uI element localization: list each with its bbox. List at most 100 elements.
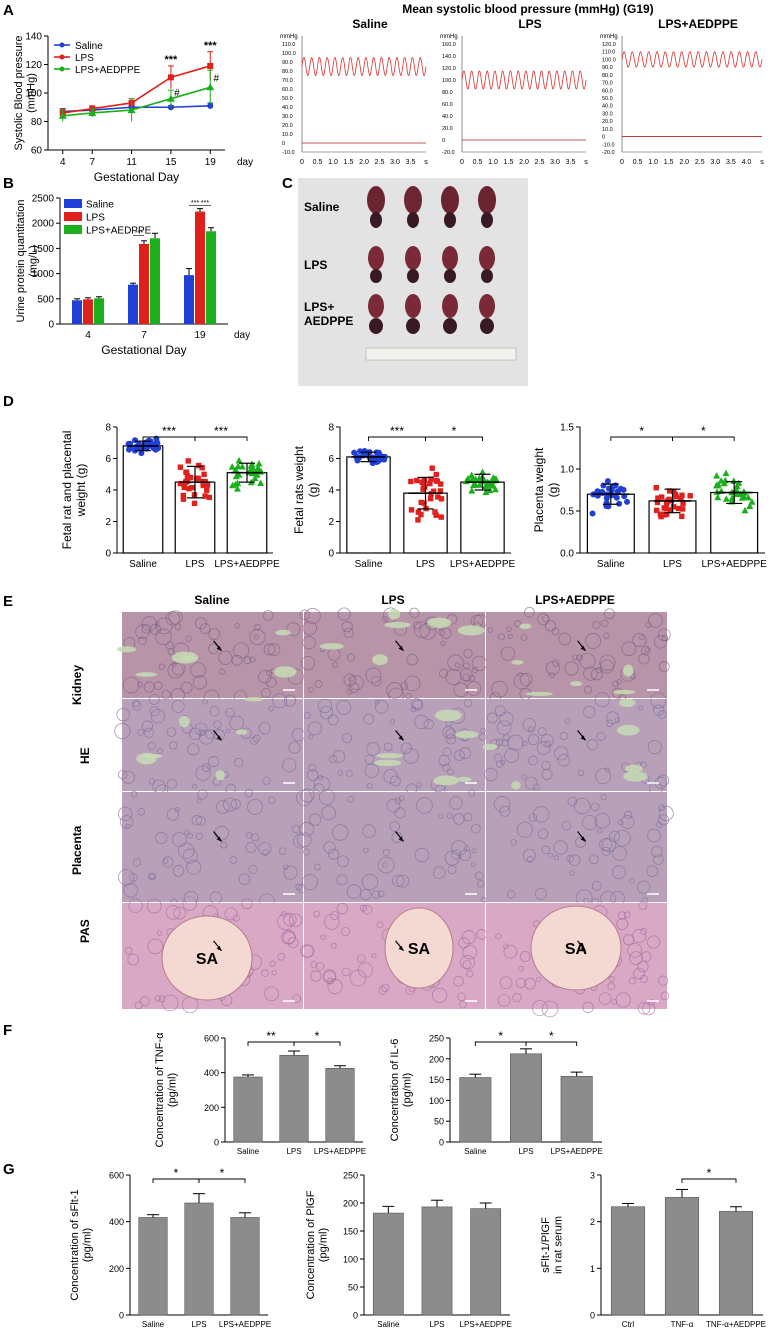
histo-cell [346, 688, 353, 695]
trace-x-tick-label: 0 [460, 159, 464, 166]
histo-cell [564, 661, 579, 676]
histo-cell [234, 623, 240, 629]
histo-cell [308, 686, 314, 693]
d3-point [655, 495, 661, 501]
d3-y-tick-label: 1.5 [560, 423, 574, 434]
trace-y-tick-label: 60.0 [282, 87, 293, 93]
trace-x-tick-label: 3.0 [710, 159, 720, 166]
d2-point [433, 478, 439, 484]
d2-point [408, 478, 414, 485]
histo-cell [284, 694, 297, 707]
d2-point [433, 471, 439, 478]
g3-ylabel: sFlt-1/PlGFin rat serum [540, 1216, 565, 1274]
d1-point [233, 485, 241, 492]
histo-cell [647, 935, 661, 949]
histo-lumen [482, 743, 498, 751]
g2-y-tick-label: 100 [343, 1255, 358, 1265]
d3-point [675, 505, 682, 512]
trace-x-tick-label: 1.0 [488, 159, 498, 166]
d2-ylabel-group: Fetal rats weight(g) [292, 445, 320, 534]
histo-cell [409, 607, 420, 618]
g1-ylabel: Concentration of sFlt-1(pg/ml) [69, 1189, 94, 1300]
histo-cell [304, 607, 321, 625]
histo-cell [258, 722, 271, 735]
trace-y-tick-label: 140.0 [442, 54, 456, 60]
d2-point [438, 496, 445, 502]
histo-cell [283, 865, 298, 880]
histo-cell [331, 824, 349, 841]
g2-ylabel-group: Concentration of PlGF(pg/ml) [305, 1190, 330, 1299]
histo-cell [261, 969, 269, 977]
a-legend-marker [59, 42, 65, 48]
f2-x-tick-label: LPS [518, 1147, 533, 1156]
histo-cell [466, 681, 482, 696]
histo-cell [577, 769, 585, 776]
histo-cell [376, 921, 384, 929]
d1-point [187, 474, 194, 481]
histo-cell [592, 620, 601, 630]
histo-arrow-head [580, 645, 586, 651]
g2-ylabel: Concentration of PlGF(pg/ml) [305, 1190, 330, 1299]
histo-cell [462, 673, 471, 682]
histo-cell [599, 654, 616, 671]
histo-cell [522, 848, 536, 862]
histo-cell [440, 640, 446, 646]
photo-row-lps-aedppe: LPS+ AEDPPE [304, 300, 354, 328]
histo-arrow-head [216, 945, 222, 951]
histo-cell [548, 671, 555, 678]
f1-bar [279, 1055, 309, 1143]
chart-f-tnf-alpha: 0 200 400 600 Concentration of TNF-α(pg/ml) S… [154, 1029, 366, 1156]
d3-point [671, 488, 677, 494]
trace-y-tick-label: 90.0 [282, 60, 293, 66]
histo-cell [512, 993, 522, 1003]
histo-cell [178, 842, 195, 860]
histo-cell [223, 797, 237, 812]
histo-tile [122, 792, 303, 902]
d2-x-tick-label: Saline [355, 559, 383, 570]
histo-cell [253, 634, 259, 640]
histo-cell [640, 927, 648, 935]
histo-cell [382, 848, 390, 856]
trace-x-tick-label: 2.0 [679, 159, 689, 166]
histo-cell [468, 789, 476, 797]
histo-cell [595, 667, 602, 674]
histo-cell [348, 682, 360, 694]
histo-cell [185, 635, 192, 642]
d1-point [199, 464, 205, 471]
histo-cell [439, 668, 449, 678]
histo-cell [573, 797, 591, 815]
b-bar [206, 231, 216, 324]
histo-cell [201, 763, 211, 772]
d3-point [679, 506, 686, 512]
histo-cell [180, 681, 193, 694]
f2-ylabel-group: Concentration of IL-6(pg/ml) [389, 1039, 414, 1142]
histo-cell [541, 768, 553, 780]
trace-x-tick-label: 2.0 [359, 159, 369, 166]
histo-cell [154, 621, 160, 627]
histo-cell [484, 767, 498, 782]
histo-cell [323, 913, 340, 930]
histo-cell [192, 783, 198, 789]
histo-cell [287, 937, 299, 949]
trace-y-tick-label: -20.0 [442, 150, 455, 156]
d3-y-tick-label: 0.5 [560, 507, 574, 518]
histo-cell [288, 741, 301, 754]
histo-cell [161, 994, 179, 1012]
g3-x-tick-label: TNF-α [671, 1320, 694, 1329]
a-sig-star: *** [164, 54, 178, 66]
histo-cell [272, 693, 288, 709]
d3-point [733, 490, 741, 497]
d3-point [603, 495, 610, 502]
d2-point [418, 499, 424, 506]
a-x-unit: day [237, 157, 253, 168]
histo-cell [583, 685, 592, 694]
histo-cell [137, 728, 144, 736]
histo-cell [258, 841, 272, 856]
histo-cell [403, 748, 419, 764]
histo-cell [463, 812, 473, 822]
a-xlabel: Gestational Day [94, 170, 179, 184]
d1-bar [122, 445, 164, 554]
histo-lumen [434, 709, 462, 722]
trace-waveform [461, 70, 587, 90]
d3-point [604, 478, 611, 485]
